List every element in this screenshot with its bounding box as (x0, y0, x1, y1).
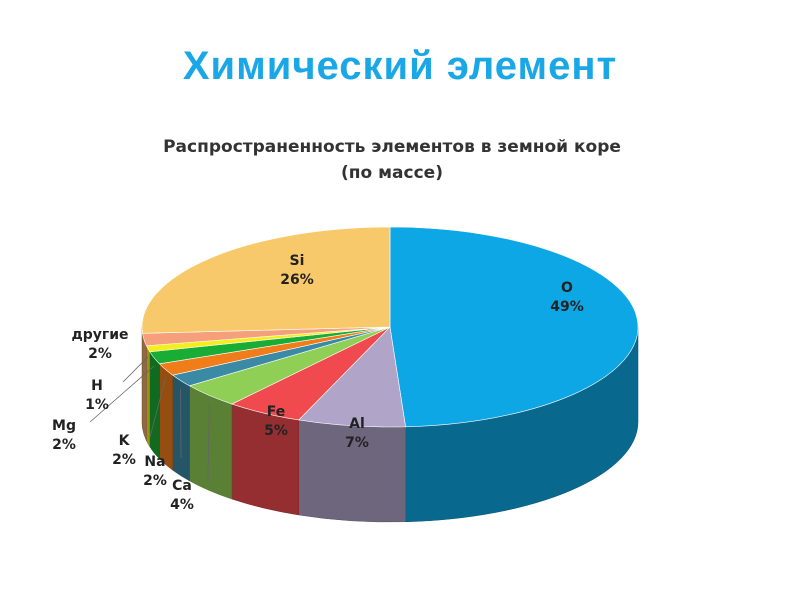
slice-side-Ca (189, 385, 233, 500)
slice-O (389, 226, 639, 428)
chart-title-line-2: (по массе) (341, 163, 443, 183)
slide-title: Химический элемент (182, 44, 618, 88)
slice-label-K: K 2% (112, 433, 136, 468)
leader-line-H (122, 356, 149, 383)
slice-Al (298, 326, 406, 428)
leader-line-K (149, 377, 166, 438)
slice-side-другие (142, 333, 147, 441)
slice-label-Fe: Fe 5% (264, 404, 288, 439)
slice-label-O: O 49% (550, 280, 584, 315)
slice-side-H (146, 345, 151, 448)
pie-labels: O 49% Al 7% Fe 5% Ca 4%Na 2% K 2% Mg 2% H 1% другие 2% Si… (52, 253, 584, 513)
chart-title-line-1: Распространенность элементов в земной ко… (163, 137, 621, 157)
slice-label-Ca: Ca 4% (170, 478, 194, 513)
slice-label-Mg: Mg 2% (52, 418, 76, 453)
slice-label-другие: другие 2% (71, 327, 128, 362)
leader-line-Mg (89, 365, 155, 423)
slice-label-Na: Na 2% (143, 454, 167, 489)
slice-label-H: H 1% (85, 378, 109, 413)
leader-line-Ca (207, 403, 210, 483)
pie-tops (141, 226, 639, 428)
slice-side-Fe (231, 403, 299, 516)
pie-leader-lines (89, 356, 210, 483)
slice-label-Al: Al 7% (345, 416, 369, 451)
slice-Si (141, 226, 391, 334)
slice-label-Si: Si 26% (280, 253, 314, 288)
